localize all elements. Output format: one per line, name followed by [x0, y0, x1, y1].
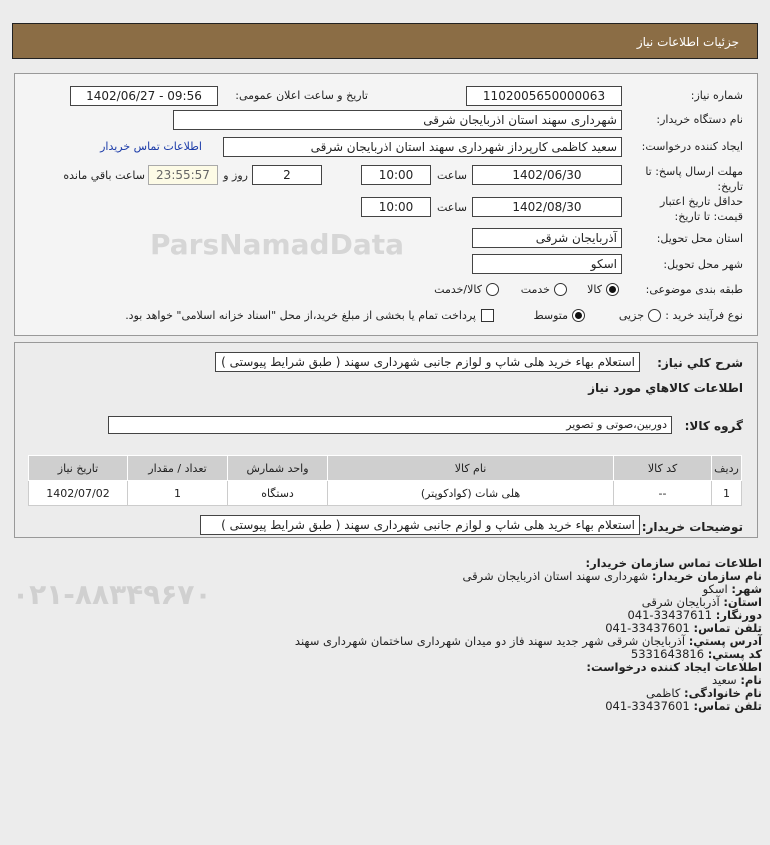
contact-key: دورنگار:	[715, 608, 762, 622]
group-label: گروه کالا:	[684, 419, 743, 433]
time-remaining-field: 23:55:57	[148, 165, 218, 185]
contact-line: شهر: اسکو	[295, 583, 762, 596]
category-radio-service[interactable]	[554, 283, 567, 296]
goods-panel	[14, 342, 758, 538]
col-unit: واحد شمارش	[227, 455, 328, 481]
announce-label: تاریخ و ساعت اعلان عمومی:	[235, 89, 368, 102]
cell-date: 1402/07/02	[28, 480, 128, 506]
days-remaining-field: 2	[252, 165, 322, 185]
contact-section: اطلاعات تماس سازمان خریدار: نام سازمان خ…	[295, 557, 762, 713]
contact-line: استان: آذربایجان شرقی	[295, 596, 762, 609]
province-label: استان محل تحویل:	[656, 232, 743, 245]
buyer-contact-link[interactable]: اطلاعات تماس خریدار	[100, 140, 202, 153]
buyer-org-field: شهرداری سهند استان اذربایجان شرقی	[173, 110, 622, 130]
process-radio-minor[interactable]	[648, 309, 661, 322]
contact-key: نام سازمان خریدار:	[651, 569, 762, 583]
category-option-service: خدمت	[520, 283, 550, 296]
cell-unit: دستگاه	[227, 480, 328, 506]
contact-key: نام خانوادگی:	[684, 686, 762, 700]
cell-row: 1	[711, 480, 742, 506]
contact-key: نام:	[740, 673, 762, 687]
contact-value: آذربایجان شرقی	[641, 595, 720, 609]
contact-key: استان:	[723, 595, 762, 609]
contact-line: تلفن تماس: 33437601-041	[295, 700, 762, 713]
watermark-phone: ۰۲۱-۸۸۳۴۹۶۷۰	[12, 578, 212, 611]
validity-date-field: 1402/08/30	[472, 197, 622, 217]
contact-key: کد پستي:	[707, 647, 762, 661]
contact-line: کد پستي: 5331643816	[295, 648, 762, 661]
treasury-payment-note: پرداخت تمام یا بخشی از مبلغ خرید،از محل …	[125, 309, 476, 322]
category-option-goods: کالا	[587, 283, 602, 296]
contact-value: سعید	[711, 673, 737, 687]
category-option-both: کالا/خدمت	[434, 283, 482, 296]
process-option-medium: متوسط	[533, 309, 568, 322]
contact-value: 33437601-041	[605, 699, 690, 713]
contact-value: 33437611-041	[627, 608, 713, 622]
goods-title: اطلاعات کالاهاي مورد نیاز	[588, 381, 743, 395]
contact-line: نام: سعید	[295, 674, 762, 687]
city-label: شهر محل تحویل:	[663, 258, 743, 271]
category-label: طبقه بندی موضوعی:	[645, 283, 743, 296]
summary-label: شرح کلي نیاز:	[657, 356, 743, 370]
col-date: تاریخ نیاز	[28, 455, 128, 481]
creator-label: ایجاد کننده درخواست:	[641, 140, 743, 153]
contact-key: تلفن تماس:	[693, 621, 762, 635]
deadline-date-field: 1402/06/30	[472, 165, 622, 185]
page-title: جزئیات اطلاعات نیاز	[636, 35, 739, 49]
contact-line: دورنگار: 33437611-041	[295, 609, 762, 622]
buyer-notes-field: استعلام بهاء خرید هلی شاپ و لوازم جانبی …	[200, 515, 640, 535]
days-label: روز و	[223, 169, 248, 182]
validity-time-label: ساعت	[437, 201, 467, 214]
contact-key: شهر:	[731, 582, 762, 596]
process-radio-medium[interactable]	[572, 309, 585, 322]
category-radio-both[interactable]	[486, 283, 499, 296]
group-field: دوربین،صوتی و تصویر	[108, 416, 672, 434]
deadline-label: مهلت ارسال پاسخ: تا تاریخ:	[645, 165, 743, 193]
cell-qty: 1	[127, 480, 228, 506]
time-remaining-label: ساعت باقي مانده	[63, 169, 145, 182]
table-header-row: ردیف کد کالا نام کالا واحد شمارش تعداد /…	[28, 455, 742, 481]
city-field: اسکو	[472, 254, 622, 274]
category-radio-goods[interactable]	[606, 283, 619, 296]
buyer-org-label: نام دستگاه خریدار:	[656, 113, 743, 126]
need-number-label: شماره نیاز:	[690, 89, 743, 102]
contact-value: 33437601-041	[605, 621, 690, 635]
process-label: نوع فرآیند خرید :	[665, 309, 743, 322]
table-row: 1 -- هلی شات (کوادکوپتر) دستگاه 1 1402/0…	[28, 480, 742, 506]
creator-field: سعید کاظمی کارپرداز شهرداری سهند استان ا…	[223, 137, 622, 157]
contact-value: اسکو	[702, 582, 728, 596]
deadline-time-field: 10:00	[361, 165, 431, 185]
buyer-notes-label: توضیحات خریدار:	[641, 520, 743, 534]
col-code: کد کالا	[613, 455, 712, 481]
process-option-minor: جزیی	[618, 309, 644, 322]
deadline-time-label: ساعت	[437, 169, 467, 182]
validity-time-field: 10:00	[361, 197, 431, 217]
contact-value: کاظمی	[646, 686, 681, 700]
col-name: نام کالا	[327, 455, 614, 481]
need-number-field: 1102005650000063	[466, 86, 622, 106]
contact-line: نام خانوادگی: کاظمی	[295, 687, 762, 700]
contact-line: نام سازمان خریدار: شهرداری سهند استان اذ…	[295, 570, 762, 583]
page-header: جزئیات اطلاعات نیاز	[12, 23, 758, 59]
cell-code: --	[613, 480, 712, 506]
contact-title: اطلاعات تماس سازمان خریدار:	[585, 556, 762, 570]
contact-value: شهرداری سهند استان اذربایجان شرقی	[462, 569, 649, 583]
province-field: آذربایجان شرقی	[472, 228, 622, 248]
announce-field: 1402/06/27 - 09:56	[70, 86, 218, 106]
contact-line: تلفن تماس: 33437601-041	[295, 622, 762, 635]
goods-table: ردیف کد کالا نام کالا واحد شمارش تعداد /…	[28, 455, 742, 506]
creator-info-title: اطلاعات ایجاد کننده درخواست:	[586, 660, 762, 674]
summary-field: استعلام بهاء خرید هلی شاپ و لوازم جانبی …	[215, 352, 640, 372]
validity-label: حداقل تاریخ اعتبار قیمت: تا تاریخ:	[659, 195, 743, 223]
treasury-payment-checkbox[interactable]	[481, 309, 494, 322]
col-qty: تعداد / مقدار	[127, 455, 228, 481]
cell-name: هلی شات (کوادکوپتر)	[327, 480, 614, 506]
contact-line: آدرس پستي: آذربایجان شرقی شهر جدید سهند …	[295, 635, 762, 648]
contact-key: آدرس پستي:	[688, 634, 762, 648]
contact-key: تلفن تماس:	[693, 699, 762, 713]
contact-value: 5331643816	[630, 647, 705, 661]
col-row: ردیف	[711, 455, 742, 481]
contact-value: آذربایجان شرقی شهر جدید سهند فاز دو میدا…	[294, 634, 686, 648]
